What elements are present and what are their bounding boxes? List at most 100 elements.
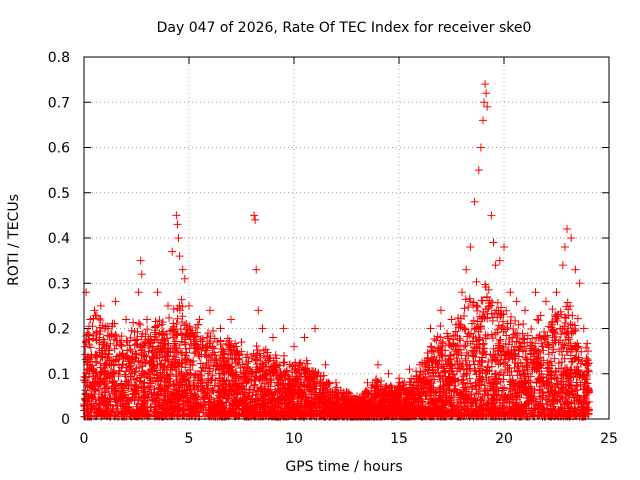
data-point [527, 324, 536, 333]
data-point [350, 401, 359, 410]
data-point [435, 403, 444, 412]
data-point [413, 378, 422, 387]
data-point [480, 385, 489, 394]
data-point [160, 334, 169, 343]
data-point [494, 321, 503, 330]
data-point [583, 339, 592, 348]
data-point [534, 401, 543, 410]
data-point [172, 376, 181, 385]
data-point [515, 343, 524, 352]
data-point [544, 350, 553, 359]
data-point [186, 365, 195, 374]
data-point [532, 345, 541, 354]
data-point [426, 342, 435, 351]
data-point [511, 316, 520, 325]
data-point [429, 366, 438, 375]
data-point [465, 294, 474, 303]
data-point [191, 348, 200, 357]
data-point [164, 357, 173, 366]
data-point [292, 375, 301, 384]
data-point [270, 361, 279, 370]
data-point [177, 295, 186, 304]
data-point [369, 405, 378, 414]
data-points [80, 80, 594, 421]
data-point [300, 369, 309, 378]
data-point [547, 370, 556, 379]
data-point [328, 410, 337, 419]
data-point [279, 358, 288, 367]
data-point [286, 386, 295, 395]
data-point [214, 407, 223, 416]
data-point [558, 350, 567, 359]
data-point [109, 335, 118, 344]
data-point [254, 396, 263, 405]
data-point [133, 327, 142, 336]
data-point [233, 400, 242, 409]
data-point [507, 312, 516, 321]
data-point [490, 403, 499, 412]
data-point [359, 400, 368, 409]
data-point [81, 342, 90, 351]
data-point [518, 386, 527, 395]
data-point [561, 394, 570, 403]
data-point [258, 359, 267, 368]
data-point [543, 379, 552, 388]
data-point [344, 388, 353, 397]
data-point [531, 363, 540, 372]
data-point [196, 359, 205, 368]
data-point [268, 390, 277, 399]
data-point [568, 311, 577, 320]
data-point [204, 411, 213, 420]
data-point [491, 357, 500, 366]
data-point [136, 358, 145, 367]
data-point [220, 349, 229, 358]
data-point [554, 388, 563, 397]
data-point [203, 410, 212, 419]
data-point [473, 342, 482, 351]
data-point [124, 381, 133, 390]
data-point [483, 309, 492, 318]
data-point [234, 388, 243, 397]
data-point [368, 380, 377, 389]
data-point [111, 410, 120, 419]
data-point [564, 402, 573, 411]
data-point [393, 399, 402, 408]
data-point [544, 363, 553, 372]
data-point [421, 362, 430, 371]
data-point [172, 353, 181, 362]
data-point [501, 395, 510, 404]
data-point [261, 388, 270, 397]
data-point [290, 379, 299, 388]
data-point [505, 352, 514, 361]
data-point [240, 385, 249, 394]
data-point [285, 360, 294, 369]
data-point [459, 365, 468, 374]
data-point [460, 304, 469, 313]
data-point [293, 399, 302, 408]
data-point [117, 342, 126, 351]
data-point [455, 391, 464, 400]
data-point [274, 378, 283, 387]
data-point [108, 389, 117, 398]
data-point [521, 377, 530, 386]
data-point [193, 320, 202, 329]
data-point [110, 344, 119, 353]
data-point [398, 406, 407, 415]
data-point [137, 383, 146, 392]
data-point [449, 335, 458, 344]
data-point [453, 357, 462, 366]
data-point [161, 356, 170, 365]
data-point [169, 379, 178, 388]
data-point [97, 346, 106, 355]
data-point [206, 356, 215, 365]
data-point [180, 354, 189, 363]
data-point [454, 376, 463, 385]
data-point [560, 329, 569, 338]
data-point [83, 328, 92, 337]
data-point [373, 377, 382, 386]
data-point [292, 367, 301, 376]
data-point [293, 408, 302, 417]
data-point [244, 357, 253, 366]
data-point [168, 325, 177, 334]
data-point [252, 341, 261, 350]
